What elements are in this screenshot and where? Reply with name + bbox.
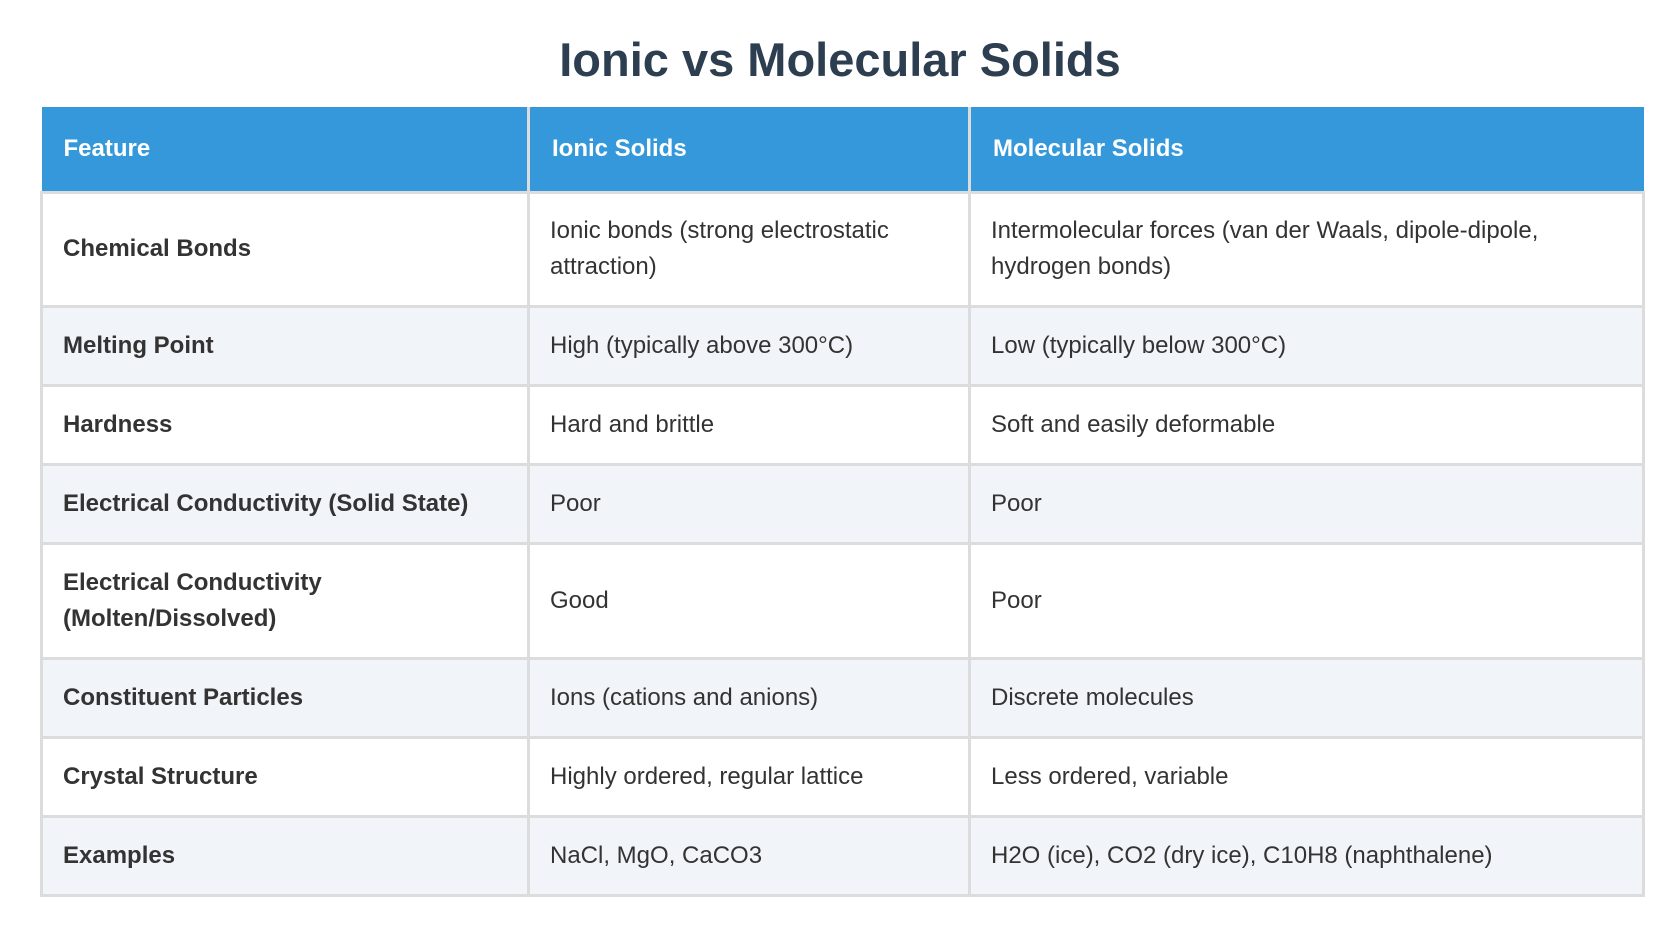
table-header-row: Feature Ionic Solids Molecular Solids <box>41 107 1644 194</box>
molecular-cell: Intermolecular forces (van der Waals, di… <box>968 190 1645 308</box>
molecular-cell: Soft and easily deformable <box>968 383 1645 466</box>
feature-cell: Hardness <box>40 383 530 466</box>
ionic-cell: Highly ordered, regular lattice <box>527 735 971 818</box>
ionic-cell: Hard and brittle <box>527 383 971 466</box>
header-molecular-solids: Molecular Solids <box>968 107 1644 194</box>
table-row: Examples NaCl, MgO, CaCO3 H2O (ice), CO2… <box>40 814 1645 897</box>
header-feature: Feature <box>41 107 530 194</box>
table-row: Melting Point High (typically above 300°… <box>40 304 1645 387</box>
table-row: Constituent Particles Ions (cations and … <box>40 656 1645 739</box>
feature-cell: Chemical Bonds <box>40 190 530 308</box>
table-row: Electrical Conductivity (Molten/Dissolve… <box>40 541 1645 660</box>
feature-cell: Melting Point <box>40 304 530 387</box>
table-row: Electrical Conductivity (Solid State) Po… <box>40 462 1645 545</box>
molecular-cell: Poor <box>968 462 1645 545</box>
feature-cell: Examples <box>40 814 530 897</box>
ionic-cell: Ions (cations and anions) <box>527 656 971 739</box>
molecular-cell: Less ordered, variable <box>968 735 1645 818</box>
table-row: Hardness Hard and brittle Soft and easil… <box>40 383 1645 466</box>
ionic-cell: High (typically above 300°C) <box>527 304 971 387</box>
molecular-cell: Discrete molecules <box>968 656 1645 739</box>
molecular-cell: Low (typically below 300°C) <box>968 304 1645 387</box>
feature-cell: Crystal Structure <box>40 735 530 818</box>
comparison-table: Feature Ionic Solids Molecular Solids Ch… <box>40 107 1645 897</box>
molecular-cell: Poor <box>968 541 1645 660</box>
header-ionic-solids: Ionic Solids <box>527 107 971 194</box>
ionic-cell: NaCl, MgO, CaCO3 <box>527 814 971 897</box>
feature-cell: Electrical Conductivity (Molten/Dissolve… <box>40 541 530 660</box>
table-row: Chemical Bonds Ionic bonds (strong elect… <box>40 190 1645 308</box>
molecular-cell: H2O (ice), CO2 (dry ice), C10H8 (naphtha… <box>968 814 1645 897</box>
ionic-cell: Ionic bonds (strong electrostatic attrac… <box>527 190 971 308</box>
ionic-cell: Good <box>527 541 971 660</box>
feature-cell: Constituent Particles <box>40 656 530 739</box>
feature-cell: Electrical Conductivity (Solid State) <box>40 462 530 545</box>
ionic-cell: Poor <box>527 462 971 545</box>
table-row: Crystal Structure Highly ordered, regula… <box>40 735 1645 818</box>
page-title: Ionic vs Molecular Solids <box>559 33 1121 86</box>
